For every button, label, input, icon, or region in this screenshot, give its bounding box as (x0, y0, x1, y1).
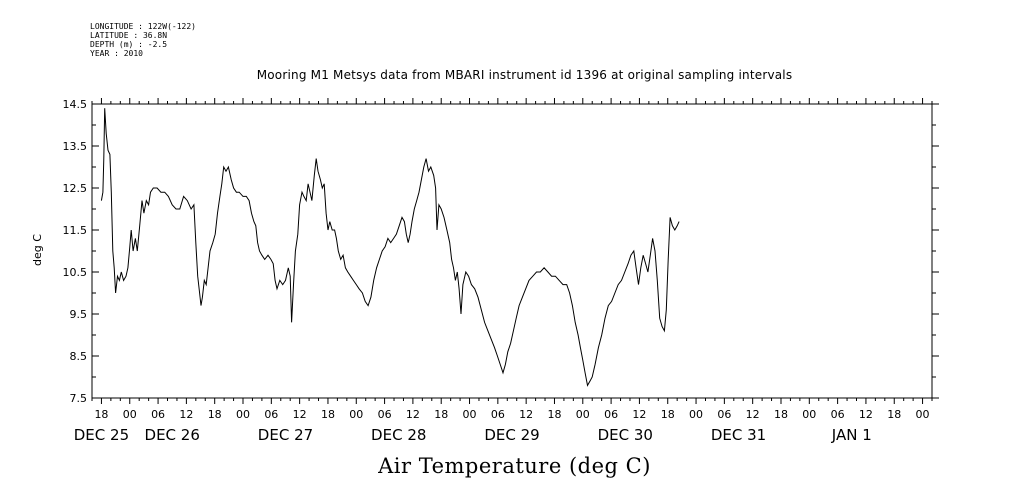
x-tick-label: 06 (604, 408, 618, 421)
day-label: DEC 25 (74, 426, 129, 444)
y-tick-label: 7.5 (70, 392, 88, 405)
x-tick-label: 12 (406, 408, 420, 421)
location-metadata: LONGITUDE : 122W(-122) LATITUDE : 36.8N … (90, 22, 196, 58)
x-tick-label: 18 (547, 408, 561, 421)
y-tick-label: 14.5 (63, 98, 88, 111)
x-tick-label: 12 (859, 408, 873, 421)
x-tick-label: 18 (434, 408, 448, 421)
x-tick-label: 00 (236, 408, 250, 421)
depth-text: DEPTH (m) : -2.5 (90, 40, 168, 49)
day-label: DEC 29 (484, 426, 539, 444)
x-tick-label: 06 (151, 408, 165, 421)
x-tick-label: 00 (916, 408, 930, 421)
x-tick-label: 18 (887, 408, 901, 421)
day-label: DEC 27 (258, 426, 313, 444)
day-label: DEC 30 (598, 426, 653, 444)
plot-frame (91, 103, 933, 399)
y-tick-label: 13.5 (63, 140, 88, 153)
x-tick-label: 18 (661, 408, 675, 421)
x-tick-label: 06 (491, 408, 505, 421)
x-tick-label: 06 (831, 408, 845, 421)
x-tick-label: 00 (123, 408, 137, 421)
latitude-text: LATITUDE : 36.8N (90, 31, 168, 40)
x-tick-label: 12 (179, 408, 193, 421)
x-tick-label: 18 (94, 408, 108, 421)
x-tick-label: 18 (208, 408, 222, 421)
x-tick-label: 12 (746, 408, 760, 421)
chart-title: Mooring M1 Metsys data from MBARI instru… (256, 68, 793, 82)
x-axis-label: Air Temperature (deg C) (378, 454, 651, 478)
x-tick-label: 06 (717, 408, 731, 421)
x-tick-label: 00 (689, 408, 703, 421)
x-tick-label: 06 (378, 408, 392, 421)
x-tick-label: 12 (293, 408, 307, 421)
y-tick-label: 11.5 (63, 224, 88, 237)
longitude-text: LONGITUDE : 122W(-122) (90, 22, 196, 31)
x-tick-label: 18 (321, 408, 335, 421)
day-label: JAN 1 (831, 426, 872, 444)
x-tick-label: 18 (774, 408, 788, 421)
y-axis-label: deg C (31, 234, 44, 266)
y-tick-label: 10.5 (63, 266, 88, 279)
y-tick-label: 8.5 (70, 350, 88, 363)
x-tick-label: 00 (463, 408, 477, 421)
x-tick-label: 00 (349, 408, 363, 421)
y-tick-label: 12.5 (63, 182, 88, 195)
day-label: DEC 28 (371, 426, 426, 444)
day-label: DEC 26 (145, 426, 200, 444)
x-tick-label: 12 (519, 408, 533, 421)
day-label: DEC 31 (711, 426, 766, 444)
x-tick-label: 00 (576, 408, 590, 421)
y-tick-label: 9.5 (70, 308, 88, 321)
x-tick-label: 06 (264, 408, 278, 421)
year-text: YEAR : 2010 (90, 49, 143, 58)
x-tick-label: 00 (802, 408, 816, 421)
x-tick-label: 12 (632, 408, 646, 421)
air-temperature-line (100, 108, 680, 387)
